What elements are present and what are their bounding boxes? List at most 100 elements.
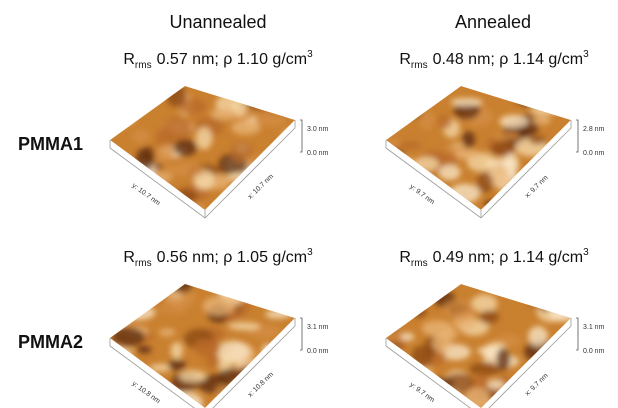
bump	[559, 137, 578, 153]
z-max-label: 3.0 nm	[307, 126, 329, 133]
bump	[479, 310, 499, 324]
bump	[99, 348, 133, 356]
bump	[529, 135, 546, 144]
bump	[405, 367, 425, 383]
bump	[371, 394, 402, 408]
bump	[385, 161, 407, 182]
bump	[108, 290, 122, 298]
bump	[124, 294, 146, 303]
bump	[101, 171, 127, 191]
surface	[99, 275, 305, 408]
bump	[225, 402, 242, 408]
z-min-label: 0.0 nm	[307, 150, 329, 157]
bump	[107, 309, 131, 326]
bump	[102, 300, 125, 324]
bump	[377, 97, 407, 117]
bump	[168, 359, 186, 371]
bump	[216, 283, 238, 294]
rms-value: 0.57 nm; ρ 1.10 g/cm	[157, 51, 308, 68]
y-axis-label: y: 10.7 nm	[131, 182, 162, 207]
bump	[173, 139, 197, 156]
bump	[231, 199, 262, 210]
rms-superscript: 3	[307, 247, 313, 258]
x-axis-label: x: 10.7 nm	[247, 173, 275, 201]
bump	[136, 148, 154, 170]
bump	[100, 82, 122, 91]
afm-panel: Rrms0.49 nm; ρ 1.14 g/cm33.1 nm0.0 nmy: …	[371, 247, 604, 408]
bump	[419, 110, 434, 130]
bump	[166, 85, 186, 107]
z-min-label: 0.0 nm	[583, 348, 605, 355]
bump	[563, 400, 580, 408]
bump	[511, 179, 523, 189]
bump	[433, 205, 446, 215]
bump	[274, 177, 302, 194]
bump	[381, 297, 407, 316]
bump	[530, 104, 559, 114]
bump	[111, 327, 145, 346]
bump	[386, 359, 400, 374]
bump	[381, 303, 405, 323]
surface	[375, 75, 578, 218]
y-axis-label: y: 10.8 nm	[131, 380, 162, 405]
bump	[171, 278, 193, 293]
bump	[131, 129, 150, 143]
bump	[499, 115, 528, 128]
rms-subscript: rms	[135, 60, 152, 71]
bump	[548, 298, 580, 321]
bump	[541, 279, 574, 295]
column-header: Annealed	[455, 12, 531, 32]
bump	[403, 97, 416, 113]
bump	[172, 189, 197, 203]
row-label: PMMA2	[18, 332, 83, 352]
bump	[532, 115, 551, 125]
bump	[156, 166, 189, 176]
z-min-label: 0.0 nm	[583, 150, 605, 157]
bump	[273, 382, 305, 405]
bump	[487, 380, 504, 390]
surface	[94, 79, 304, 219]
bump	[449, 184, 480, 204]
bump	[275, 150, 303, 162]
x-axis-label: x: 9.7 nm	[524, 372, 550, 397]
bump	[274, 143, 289, 154]
bump	[196, 127, 213, 150]
rms-symbol: R	[123, 249, 135, 266]
z-scale	[300, 120, 302, 152]
bump	[548, 388, 579, 404]
z-max-label: 3.1 nm	[307, 324, 329, 331]
bump	[257, 112, 285, 127]
rms-value: 0.48 nm; ρ 1.14 g/cm	[433, 51, 584, 68]
bump	[252, 199, 287, 219]
bump	[411, 345, 432, 367]
bump	[163, 296, 195, 307]
bump	[101, 194, 120, 205]
bump	[527, 296, 562, 311]
bump	[392, 157, 414, 172]
surface	[371, 274, 579, 408]
bump	[537, 159, 558, 173]
bump	[477, 172, 493, 193]
bump	[159, 328, 176, 336]
rms-subscript: rms	[411, 60, 428, 71]
row-label: PMMA1	[18, 134, 83, 154]
bump	[546, 151, 573, 162]
bump	[518, 91, 552, 107]
rms-superscript: 3	[583, 247, 589, 258]
bump	[281, 129, 305, 152]
rms-value: 0.56 nm; ρ 1.05 g/cm	[157, 249, 308, 266]
y-axis-label: y: 9.7 nm	[408, 381, 436, 404]
bump	[533, 289, 558, 304]
bump	[439, 165, 461, 180]
bump	[228, 322, 261, 330]
rms-symbol: R	[399, 249, 411, 266]
bump	[171, 342, 183, 359]
bump	[528, 360, 555, 373]
bump	[528, 326, 548, 346]
bump	[496, 348, 510, 371]
rms-symbol: R	[123, 51, 135, 68]
bump	[132, 87, 151, 105]
